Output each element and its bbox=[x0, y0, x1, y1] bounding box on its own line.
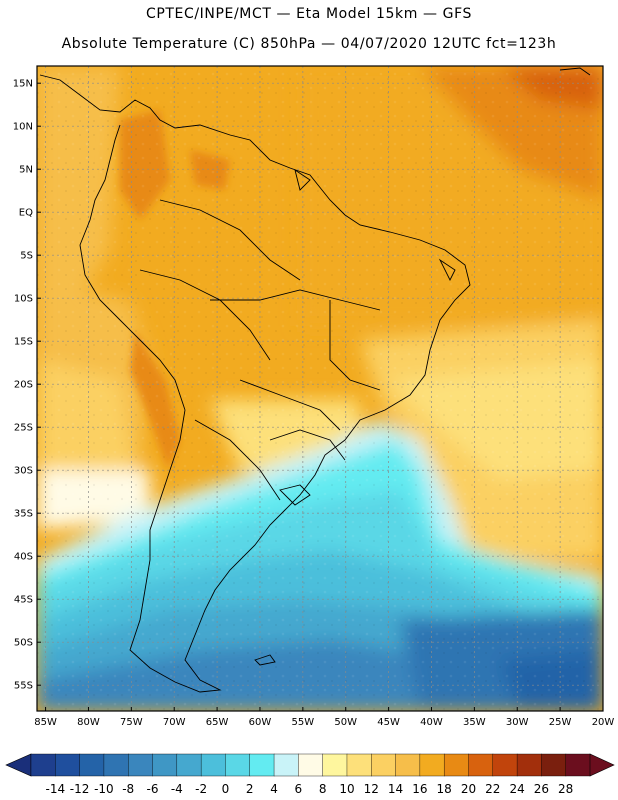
color-scale-swatch bbox=[79, 753, 105, 777]
color-scale-swatch bbox=[492, 753, 518, 777]
longitude-label: 50W bbox=[334, 717, 357, 728]
color-scale-swatch bbox=[395, 753, 421, 777]
color-scale-label: 14 bbox=[388, 782, 403, 796]
latitude-labels: 15N 10N 5N EQ 5S 10S 15S 20S 25S 30S 35S 40S 45S 50S 5… bbox=[13, 79, 41, 692]
color-scale-swatch bbox=[176, 753, 202, 777]
latitude-label: 25S bbox=[14, 423, 33, 434]
latitude-label: 5N bbox=[19, 165, 33, 176]
color-scale-swatch bbox=[103, 753, 129, 777]
longitude-label: 85W bbox=[34, 717, 57, 728]
color-scale-label: -6 bbox=[147, 782, 159, 796]
longitude-label: 80W bbox=[77, 717, 100, 728]
longitude-label: 40W bbox=[420, 717, 443, 728]
color-scale-label: 0 bbox=[222, 782, 230, 796]
color-scale-label: -8 bbox=[122, 782, 134, 796]
color-scale-label: 28 bbox=[558, 782, 573, 796]
color-scale-swatch bbox=[298, 753, 324, 777]
color-scale-label: -2 bbox=[195, 782, 207, 796]
longitude-label: 30W bbox=[506, 717, 529, 728]
longitude-label: 45W bbox=[377, 717, 400, 728]
color-scale-swatch bbox=[273, 753, 299, 777]
color-scale-label: 10 bbox=[339, 782, 354, 796]
color-scale-swatch bbox=[225, 753, 251, 777]
chart-title-line-2: Absolute Temperature (C) 850hPa — 04/07/… bbox=[61, 36, 557, 52]
latitude-label: EQ bbox=[19, 208, 33, 219]
color-scale-label: 24 bbox=[509, 782, 524, 796]
longitude-label: 20W bbox=[592, 717, 615, 728]
color-scale-swatch bbox=[565, 753, 591, 777]
color-scale-swatch bbox=[128, 753, 154, 777]
color-scale-swatch bbox=[30, 753, 56, 777]
color-scale-swatch bbox=[541, 753, 567, 777]
latitude-label: 40S bbox=[14, 552, 33, 563]
color-scale-label: 2 bbox=[246, 782, 254, 796]
color-scale-swatch bbox=[200, 753, 226, 777]
coastlines-and-borders bbox=[39, 67, 591, 693]
color-scale-swatch bbox=[419, 753, 445, 777]
latitude-label: 15N bbox=[13, 79, 33, 90]
latitude-label: 20S bbox=[14, 380, 33, 391]
latitude-label: 15S bbox=[14, 337, 33, 348]
longitude-label: 60W bbox=[249, 717, 272, 728]
longitude-label: 70W bbox=[163, 717, 186, 728]
color-scale-swatch bbox=[249, 753, 275, 777]
longitude-labels: 85W 80W 75W 70W 65W 60W 55W 50W 45W 40W 35W 30W 25W 2… bbox=[34, 707, 614, 728]
longitude-label: 55W bbox=[292, 717, 315, 728]
latitude-label: 10N bbox=[13, 122, 33, 133]
longitude-label: 75W bbox=[120, 717, 143, 728]
color-scale-label: 12 bbox=[364, 782, 379, 796]
color-scale-left-arrow bbox=[5, 753, 32, 777]
latitude-label: 35S bbox=[14, 509, 33, 520]
latitude-label: 50S bbox=[14, 638, 33, 649]
longitude-label: 35W bbox=[463, 717, 486, 728]
color-scale-label: 8 bbox=[319, 782, 327, 796]
color-scale-swatch bbox=[55, 753, 81, 777]
color-scale-label: -4 bbox=[171, 782, 183, 796]
chart-title-line-1: CPTEC/INPE/MCT — Eta Model 15km — GFS bbox=[145, 6, 473, 22]
color-scale-right-arrow bbox=[589, 753, 615, 777]
color-scale-swatch bbox=[346, 753, 372, 777]
color-scale-label: 20 bbox=[461, 782, 476, 796]
latitude-label: 5S bbox=[20, 251, 33, 262]
color-scale-swatch bbox=[516, 753, 542, 777]
color-scale-swatch bbox=[371, 753, 397, 777]
color-scale-label: 6 bbox=[295, 782, 303, 796]
color-scale-labels: -14 -12 -10 -8 -6 -4 -2 0 2 4 6 8 10 12 14 16 18 20 22 24 26… bbox=[45, 782, 573, 796]
latitude-label: 45S bbox=[14, 595, 33, 606]
color-scale-bar bbox=[5, 753, 615, 777]
temperature-field bbox=[37, 66, 603, 711]
color-scale-label: 22 bbox=[485, 782, 500, 796]
color-scale-label: 18 bbox=[437, 782, 452, 796]
color-scale-label: -10 bbox=[94, 782, 114, 796]
latitude-label: 10S bbox=[14, 294, 33, 305]
latitude-label: 30S bbox=[14, 466, 33, 477]
color-scale-swatch bbox=[152, 753, 178, 777]
longitude-label: 65W bbox=[206, 717, 229, 728]
color-scale-label: 4 bbox=[270, 782, 278, 796]
longitude-label: 25W bbox=[549, 717, 572, 728]
color-scale-swatch bbox=[468, 753, 494, 777]
color-scale-swatch bbox=[322, 753, 348, 777]
map-frame bbox=[36, 65, 604, 712]
color-scale-label: 26 bbox=[534, 782, 549, 796]
color-scale-label: 16 bbox=[412, 782, 427, 796]
color-scale-label: -14 bbox=[45, 782, 65, 796]
latitude-label: 55S bbox=[14, 681, 33, 692]
lat-lon-grid bbox=[37, 66, 603, 711]
color-scale-swatch bbox=[443, 753, 469, 777]
color-scale-label: -12 bbox=[70, 782, 90, 796]
